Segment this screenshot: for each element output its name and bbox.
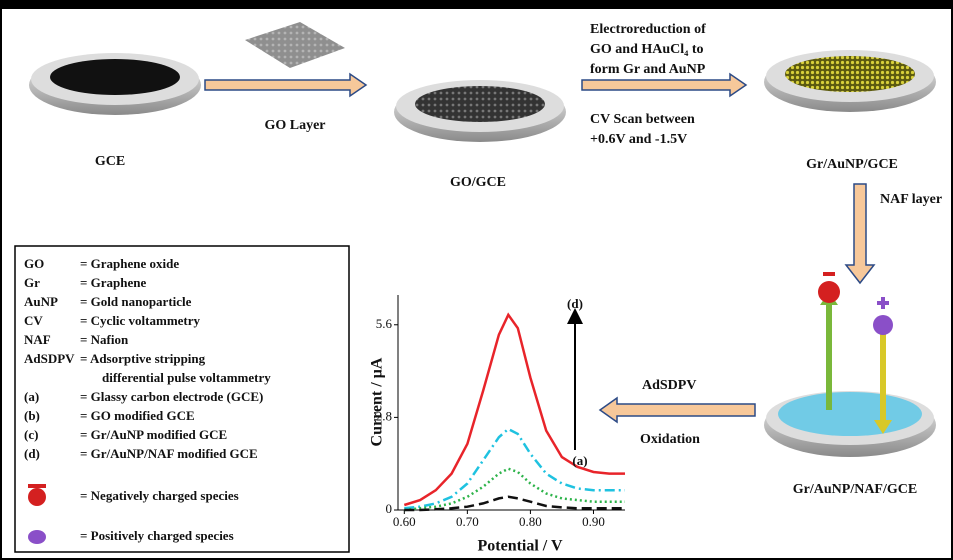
- legend-key: AuNP: [24, 294, 58, 309]
- label: Gr/AuNP/NAF/GCE: [793, 482, 917, 497]
- curve: [404, 497, 625, 510]
- legend-text: = GO modified GCE: [80, 408, 195, 423]
- label: GO and HAuCl₄ to: [590, 42, 704, 57]
- x-tick-label: 0.90: [582, 514, 605, 529]
- label: CV Scan between: [590, 112, 695, 127]
- x-tick-label: 0.60: [393, 514, 416, 529]
- legend-key: (d): [24, 446, 40, 461]
- legend-text: = Gr/AuNP/NAF modified GCE: [80, 446, 258, 461]
- electrode: [29, 53, 201, 115]
- legend-key: (c): [24, 427, 38, 442]
- graphene-sheet: [245, 22, 345, 68]
- legend-key: (b): [24, 408, 40, 423]
- electrode: [764, 391, 936, 457]
- legend-key: GO: [24, 256, 44, 271]
- y-axis-title: Current / µA: [369, 357, 386, 446]
- legend-text: = Positively charged species: [80, 528, 234, 543]
- legend-key: AdSDPV: [24, 351, 75, 366]
- curve: [404, 315, 625, 505]
- annotation: (a): [572, 453, 587, 468]
- label: +0.6V and -1.5V: [590, 132, 687, 147]
- legend-text: = Nafion: [80, 332, 129, 347]
- x-tick-label: 0.70: [456, 514, 479, 529]
- label: Oxidation: [640, 432, 700, 447]
- label: GCE: [95, 154, 125, 169]
- label: Gr/AuNP/GCE: [806, 157, 898, 172]
- legend-text: = Glassy carbon electrode (GCE): [80, 389, 263, 404]
- legend-key: NAF: [24, 332, 51, 347]
- annotation: (d): [567, 296, 583, 311]
- x-tick-label: 0.80: [519, 514, 542, 529]
- label: AdSDPV: [642, 378, 696, 393]
- x-axis-title: Potential / V: [477, 538, 562, 555]
- top-bar: [0, 0, 953, 9]
- legend-text: = Negatively charged species: [80, 488, 239, 503]
- label: Electroreduction of: [590, 22, 706, 37]
- legend-text: differential pulse voltammetry: [102, 370, 271, 385]
- y-tick-label: 0: [386, 501, 393, 516]
- label: GO/GCE: [450, 175, 506, 190]
- legend-key: Gr: [24, 275, 40, 290]
- y-tick-label: 5.6: [376, 316, 393, 331]
- label: GO Layer: [264, 118, 325, 133]
- legend-text: = Gr/AuNP modified GCE: [80, 427, 227, 442]
- legend-text: = Graphene oxide: [80, 256, 179, 271]
- legend-text: = Adsorptive stripping: [80, 351, 206, 366]
- label: form Gr and AuNP: [590, 62, 706, 77]
- legend-text: = Graphene: [80, 275, 146, 290]
- curve: [404, 429, 625, 508]
- electrode: [764, 50, 936, 112]
- electrode: [394, 80, 566, 142]
- legend-text: = Cyclic voltammetry: [80, 313, 201, 328]
- diagram: GCE GO Layer GO/GCE Electroreduction of …: [0, 0, 953, 560]
- legend-text: = Gold nanoparticle: [80, 294, 192, 309]
- legend-key: (a): [24, 389, 39, 404]
- legend-key: CV: [24, 313, 43, 328]
- label: NAF layer: [880, 192, 942, 207]
